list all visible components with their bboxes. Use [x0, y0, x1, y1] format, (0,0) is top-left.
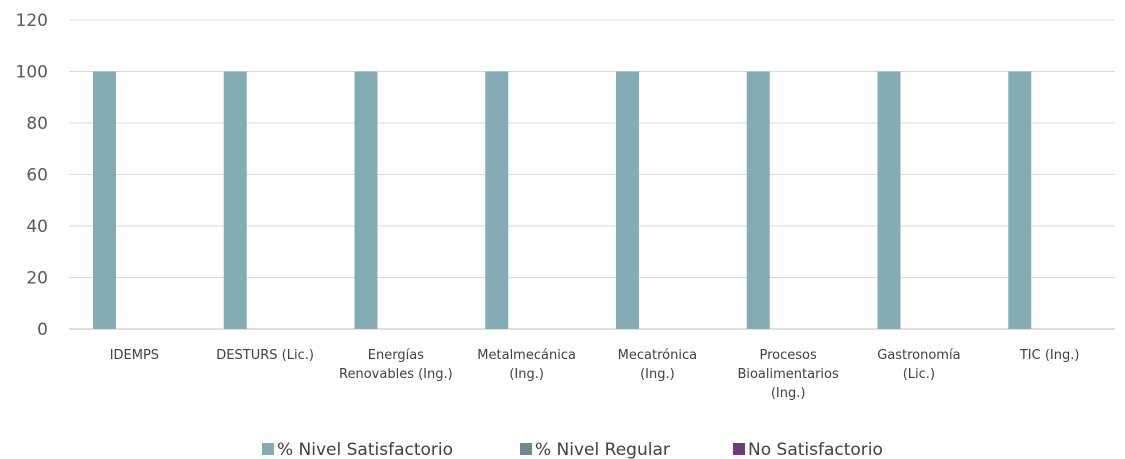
x-category-label: Energías Renovables (Ing.) — [339, 348, 453, 382]
bar — [877, 71, 901, 329]
bar — [485, 71, 509, 329]
x-category-label: IDEMPS — [110, 348, 159, 363]
legend-label: % Nivel Regular — [535, 440, 670, 459]
y-tick-label: 0 — [37, 320, 48, 340]
legend-swatch — [520, 443, 532, 455]
legend-label: No Satisfactorio — [748, 440, 883, 459]
x-category-label: TIC (Ing.) — [1019, 348, 1080, 363]
legend: % Nivel Satisfactorio % Nivel Regular No S… — [262, 440, 883, 459]
y-tick-label: 60 — [26, 166, 48, 186]
x-category-label: Metalmecánica (Ing.) — [477, 348, 576, 382]
y-tick-label: 120 — [16, 11, 48, 31]
x-axis: IDEMPS DESTURS (Lic.) Energías Renovables (… — [110, 348, 1080, 401]
legend-swatch — [262, 443, 274, 455]
legend-swatch — [733, 443, 745, 455]
y-axis: 0 20 40 60 80 100 120 — [16, 11, 48, 340]
legend-label: % Nivel Satisfactorio — [277, 440, 453, 459]
y-tick-label: 40 — [26, 217, 48, 237]
bar — [1008, 71, 1032, 329]
y-tick-label: 80 — [26, 114, 48, 134]
x-category-label: Mecatrónica (Ing.) — [618, 348, 697, 382]
y-tick-label: 100 — [16, 63, 48, 83]
bar — [223, 71, 247, 329]
bars — [93, 71, 1032, 329]
x-category-label: DESTURS (Lic.) — [216, 348, 314, 363]
bar — [746, 71, 770, 329]
bar — [616, 71, 639, 329]
y-tick-label: 20 — [26, 269, 48, 289]
x-category-label: Gastronomía (Lic.) — [877, 348, 960, 382]
bar — [354, 71, 378, 329]
bar — [93, 71, 116, 329]
x-category-label: Procesos Bioalimentarios (Ing.) — [737, 348, 839, 401]
